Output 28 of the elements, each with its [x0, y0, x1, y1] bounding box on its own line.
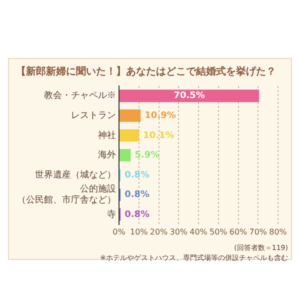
data-label: 0.8% — [124, 190, 150, 200]
bar — [120, 129, 140, 142]
x-tick-label: 10% — [130, 227, 148, 236]
y-tick-label: レストラン — [71, 111, 116, 121]
x-tick-label: 0% — [112, 227, 126, 236]
y-tick-label: 寺 — [107, 208, 116, 220]
y-tick-label: 教会・チャペル※ — [44, 90, 116, 102]
x-tick-label: 50% — [209, 227, 228, 236]
y-tick-label: 海外 — [98, 150, 116, 161]
data-label: 70.5% — [174, 91, 205, 102]
x-tick-label: 20% — [150, 227, 168, 236]
bar — [120, 90, 260, 102]
bar — [120, 109, 141, 122]
y-tick-label: 神社 — [98, 130, 116, 141]
data-label: 10.9% — [144, 111, 176, 121]
x-tick-label: 60% — [229, 227, 248, 236]
bar — [120, 148, 131, 162]
x-tick-label: 30% — [170, 227, 188, 236]
data-label: 0.8% — [124, 170, 150, 180]
data-label: 5.9% — [134, 150, 160, 161]
data-label: 10.1% — [143, 130, 174, 141]
x-tick-label: 80% — [269, 227, 288, 236]
chart-title: 【新郎新婦に聞いた！】あなたはどこで結婚式を挙げた？ — [16, 66, 276, 78]
y-tick-label: 世界遺産（城など） — [35, 169, 116, 180]
data-label: 0.8% — [124, 210, 150, 220]
x-tick-label: 70% — [249, 227, 268, 236]
x-tick-label: 40% — [190, 227, 208, 236]
y-tick-label: 公的施設（公民館、市庁舎など） — [17, 184, 116, 206]
